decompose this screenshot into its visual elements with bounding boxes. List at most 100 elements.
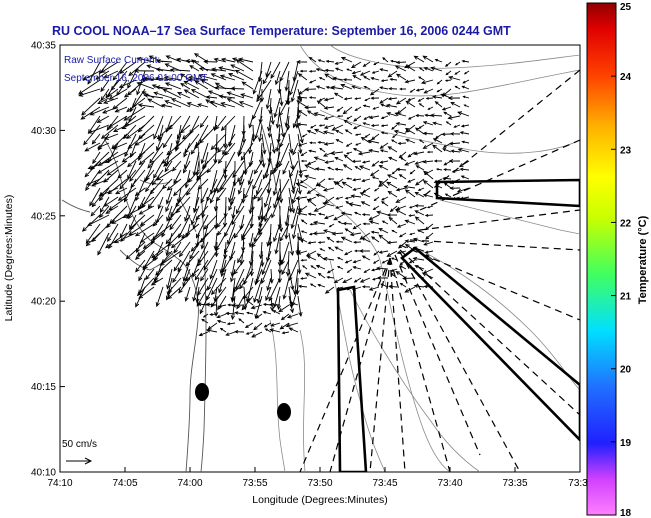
current-vector-head — [173, 248, 178, 254]
current-vector — [307, 187, 317, 194]
current-vector — [196, 160, 209, 181]
current-vector-head — [148, 55, 154, 60]
current-vector-head — [135, 302, 140, 308]
current-vector — [355, 106, 362, 111]
current-vector-head — [270, 120, 275, 126]
current-vector-head — [273, 112, 278, 118]
current-vector — [252, 124, 255, 142]
current-vector — [126, 241, 146, 260]
current-vector — [315, 168, 326, 171]
current-vector — [380, 160, 389, 163]
current-vector-head — [463, 72, 467, 75]
current-vector-head — [363, 85, 367, 89]
current-vector-head — [134, 191, 140, 197]
current-vector-head — [230, 277, 235, 283]
current-vector — [145, 268, 155, 280]
current-vector-head — [350, 194, 355, 198]
current-vector-head — [386, 240, 391, 245]
current-vector-head — [282, 169, 287, 175]
current-vector-head — [238, 101, 244, 106]
current-vector — [253, 322, 263, 330]
current-vector — [200, 115, 209, 128]
current-vector — [270, 322, 281, 327]
current-vector-head — [169, 67, 175, 73]
current-vector — [202, 196, 209, 218]
current-vector-head — [81, 110, 86, 116]
current-vector-head — [413, 284, 418, 288]
current-vector — [360, 192, 371, 198]
current-vector — [114, 232, 137, 244]
current-vector-head — [278, 307, 284, 313]
current-vector — [265, 328, 272, 333]
current-vector — [177, 92, 191, 99]
current-vector-head — [342, 279, 347, 283]
current-vector — [136, 232, 146, 253]
current-vector — [251, 250, 254, 276]
current-vector — [413, 257, 425, 261]
current-vector-head — [344, 129, 349, 133]
current-vector-head — [306, 130, 311, 134]
current-vector-head — [128, 231, 134, 236]
current-vector-head — [459, 131, 464, 135]
plot-area — [59, 44, 581, 473]
current-vector-head — [343, 119, 348, 124]
current-vector-head — [361, 255, 366, 259]
current-vector-head — [205, 328, 211, 333]
current-vector — [85, 169, 101, 191]
current-vector-head — [454, 85, 458, 89]
current-vector — [275, 70, 281, 85]
current-vector — [396, 168, 407, 171]
current-vector — [296, 241, 299, 255]
current-vector — [413, 238, 425, 243]
current-vector-head — [288, 207, 293, 213]
current-vector-head — [292, 123, 297, 129]
current-vector — [197, 178, 209, 190]
current-vector-head — [138, 160, 144, 166]
current-vector-head — [361, 213, 366, 217]
current-vector — [313, 232, 326, 235]
current-vector-head — [434, 58, 438, 62]
current-vector — [236, 277, 245, 290]
current-vector-head — [284, 86, 289, 92]
current-vector-head — [342, 164, 348, 168]
current-vector — [103, 70, 119, 78]
current-vector-head — [368, 287, 374, 291]
current-vector — [135, 133, 155, 146]
current-vector-head — [304, 87, 309, 92]
current-vector-head — [178, 288, 183, 294]
current-vector — [296, 277, 299, 295]
current-vector-head — [189, 65, 194, 69]
current-vector — [305, 272, 317, 279]
current-vector — [108, 196, 128, 211]
current-vector-head — [273, 237, 278, 243]
current-vector-head — [287, 314, 292, 319]
current-vector-head — [332, 76, 337, 81]
current-vector — [231, 205, 245, 225]
current-vector — [275, 232, 281, 254]
current-vector-head — [390, 257, 394, 260]
current-vector — [87, 214, 110, 226]
current-vector — [130, 97, 137, 112]
current-vector-head — [378, 165, 383, 169]
current-vector — [138, 286, 155, 299]
current-vector-head — [440, 93, 445, 98]
current-vector-head — [228, 206, 233, 212]
x-axis-label: Longitude (Degrees:Minutes) — [252, 494, 387, 506]
current-vector-head — [85, 186, 90, 192]
current-vector — [362, 160, 371, 163]
current-vector-head — [164, 63, 170, 68]
current-vector — [269, 97, 272, 114]
current-vector — [197, 277, 209, 296]
current-vector-head — [243, 280, 248, 286]
current-vector — [296, 196, 308, 200]
current-vector-head — [186, 102, 192, 107]
current-vector-head — [190, 59, 196, 64]
x-tick-label: 73:40 — [437, 478, 462, 489]
current-vector — [196, 286, 200, 303]
current-vector — [379, 250, 389, 254]
current-vector — [269, 124, 272, 138]
current-vector-head — [200, 79, 206, 84]
current-vector — [221, 102, 236, 108]
current-vector-head — [396, 250, 401, 255]
current-vector-head — [368, 216, 374, 221]
